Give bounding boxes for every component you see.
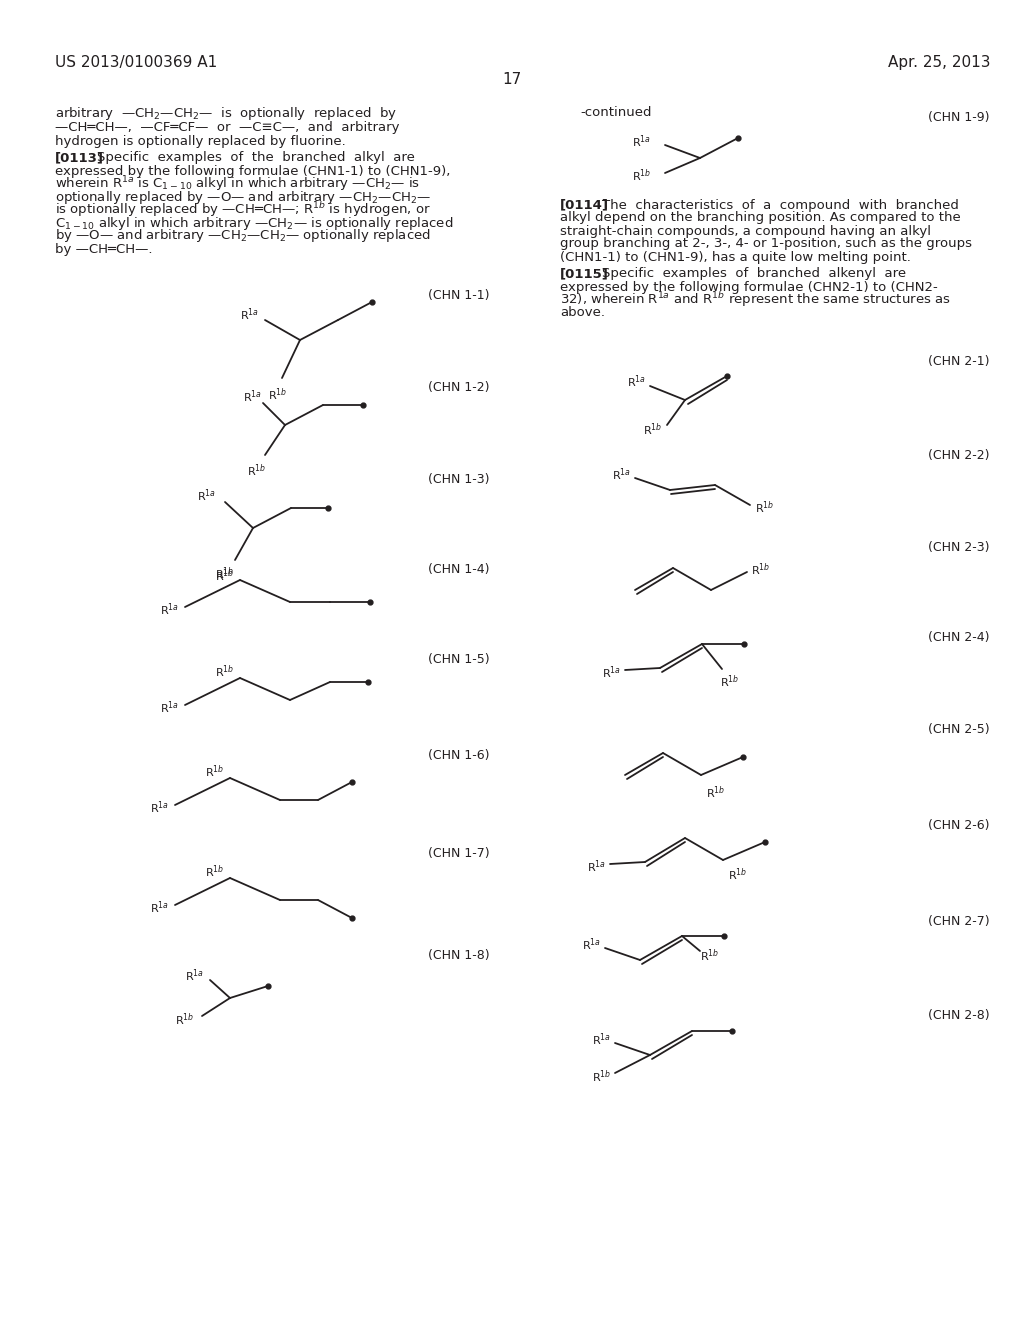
Text: R$^{1b}$: R$^{1b}$ bbox=[268, 387, 288, 404]
Text: (CHN 2-5): (CHN 2-5) bbox=[929, 723, 990, 737]
Text: (CHN 1-6): (CHN 1-6) bbox=[428, 748, 490, 762]
Text: US 2013/0100369 A1: US 2013/0100369 A1 bbox=[55, 54, 217, 70]
Text: R$^{1a}$: R$^{1a}$ bbox=[243, 388, 262, 405]
Text: -continued: -continued bbox=[580, 107, 651, 120]
Text: R$^{1b}$: R$^{1b}$ bbox=[720, 673, 739, 690]
Text: R$^{1b}$: R$^{1b}$ bbox=[728, 867, 748, 883]
Text: 17: 17 bbox=[503, 73, 521, 87]
Text: R$^{1b}$: R$^{1b}$ bbox=[215, 568, 234, 585]
Text: (CHN 1-3): (CHN 1-3) bbox=[428, 474, 490, 487]
Text: R$^{1a}$: R$^{1a}$ bbox=[197, 487, 216, 504]
Text: R$^{1a}$: R$^{1a}$ bbox=[240, 306, 259, 323]
Text: Specific  examples  of  branched  alkenyl  are: Specific examples of branched alkenyl ar… bbox=[602, 268, 906, 281]
Text: The  characteristics  of  a  compound  with  branched: The characteristics of a compound with b… bbox=[602, 198, 958, 211]
Text: R$^{1a}$: R$^{1a}$ bbox=[602, 665, 621, 681]
Text: R$^{1b}$: R$^{1b}$ bbox=[643, 421, 663, 438]
Text: (CHN 2-7): (CHN 2-7) bbox=[929, 916, 990, 928]
Text: (CHN 2-4): (CHN 2-4) bbox=[929, 631, 990, 644]
Text: R$^{1b}$: R$^{1b}$ bbox=[215, 566, 234, 582]
Text: R$^{1b}$: R$^{1b}$ bbox=[247, 463, 266, 479]
Text: (CHN 2-2): (CHN 2-2) bbox=[929, 449, 990, 462]
Text: R$^{1b}$: R$^{1b}$ bbox=[700, 948, 719, 965]
Text: Specific  examples  of  the  branched  alkyl  are: Specific examples of the branched alkyl … bbox=[97, 152, 415, 165]
Text: alkyl depend on the branching position. As compared to the: alkyl depend on the branching position. … bbox=[560, 211, 961, 224]
Text: (CHN 1-5): (CHN 1-5) bbox=[428, 653, 490, 667]
Text: R$^{1a}$: R$^{1a}$ bbox=[160, 700, 179, 717]
Text: straight-chain compounds, a compound having an alkyl: straight-chain compounds, a compound hav… bbox=[560, 224, 931, 238]
Text: expressed by the following formulae (CHN1-1) to (CHN1-9),: expressed by the following formulae (CHN… bbox=[55, 165, 451, 177]
Text: R$^{1b}$: R$^{1b}$ bbox=[215, 664, 234, 680]
Text: [0114]: [0114] bbox=[560, 198, 609, 211]
Text: (CHN 2-6): (CHN 2-6) bbox=[929, 818, 990, 832]
Text: [0113]: [0113] bbox=[55, 152, 104, 165]
Text: R$^{1b}$: R$^{1b}$ bbox=[706, 784, 725, 801]
Text: optionally replaced by —O— and arbitrary —CH$_2$—CH$_2$—: optionally replaced by —O— and arbitrary… bbox=[55, 189, 431, 206]
Text: (CHN 2-1): (CHN 2-1) bbox=[929, 355, 990, 368]
Text: 32), wherein R$^{1a}$ and R$^{1b}$ represent the same structures as: 32), wherein R$^{1a}$ and R$^{1b}$ repre… bbox=[560, 290, 950, 309]
Text: (CHN 1-4): (CHN 1-4) bbox=[428, 564, 490, 577]
Text: wherein R$^{1a}$ is C$_{1-10}$ alkyl in which arbitrary —CH$_2$— is: wherein R$^{1a}$ is C$_{1-10}$ alkyl in … bbox=[55, 174, 420, 194]
Text: above.: above. bbox=[560, 306, 605, 319]
Text: R$^{1b}$: R$^{1b}$ bbox=[592, 1069, 611, 1085]
Text: R$^{1a}$: R$^{1a}$ bbox=[582, 937, 601, 953]
Text: by —CH═CH—.: by —CH═CH—. bbox=[55, 243, 153, 256]
Text: hydrogen is optionally replaced by fluorine.: hydrogen is optionally replaced by fluor… bbox=[55, 135, 346, 148]
Text: R$^{1b}$: R$^{1b}$ bbox=[751, 562, 770, 578]
Text: —CH═CH—,  —CF═CF—  or  —C≡C—,  and  arbitrary: —CH═CH—, —CF═CF— or —C≡C—, and arbitrary bbox=[55, 120, 399, 133]
Text: R$^{1a}$: R$^{1a}$ bbox=[150, 800, 169, 816]
Text: R$^{1b}$: R$^{1b}$ bbox=[205, 863, 224, 880]
Text: (CHN 1-2): (CHN 1-2) bbox=[428, 381, 490, 395]
Text: R$^{1a}$: R$^{1a}$ bbox=[632, 133, 651, 150]
Text: (CHN 2-3): (CHN 2-3) bbox=[929, 541, 990, 554]
Text: Apr. 25, 2013: Apr. 25, 2013 bbox=[888, 54, 990, 70]
Text: arbitrary  —CH$_2$—CH$_2$—  is  optionally  replaced  by: arbitrary —CH$_2$—CH$_2$— is optionally … bbox=[55, 104, 397, 121]
Text: R$^{1a}$: R$^{1a}$ bbox=[160, 602, 179, 618]
Text: [0115]: [0115] bbox=[560, 268, 609, 281]
Text: (CHN 1-8): (CHN 1-8) bbox=[428, 949, 490, 961]
Text: by —O— and arbitrary —CH$_2$—CH$_2$— optionally replaced: by —O— and arbitrary —CH$_2$—CH$_2$— opt… bbox=[55, 227, 431, 244]
Text: R$^{1a}$: R$^{1a}$ bbox=[185, 968, 204, 985]
Text: is optionally replaced by —CH═CH—; R$^{1b}$ is hydrogen, or: is optionally replaced by —CH═CH—; R$^{1… bbox=[55, 201, 431, 219]
Text: (CHN 1-7): (CHN 1-7) bbox=[428, 846, 490, 859]
Text: R$^{1a}$: R$^{1a}$ bbox=[592, 1032, 611, 1048]
Text: R$^{1a}$: R$^{1a}$ bbox=[587, 859, 606, 875]
Text: R$^{1b}$: R$^{1b}$ bbox=[175, 1011, 195, 1028]
Text: R$^{1a}$: R$^{1a}$ bbox=[627, 374, 646, 391]
Text: (CHN 1-1): (CHN 1-1) bbox=[428, 289, 490, 301]
Text: group branching at 2-, 3-, 4- or 1-position, such as the groups: group branching at 2-, 3-, 4- or 1-posit… bbox=[560, 238, 972, 251]
Text: expressed by the following formulae (CHN2-1) to (CHN2-: expressed by the following formulae (CHN… bbox=[560, 281, 938, 293]
Text: R$^{1b}$: R$^{1b}$ bbox=[205, 764, 224, 780]
Text: (CHN1-1) to (CHN1-9), has a quite low melting point.: (CHN1-1) to (CHN1-9), has a quite low me… bbox=[560, 251, 911, 264]
Text: R$^{1a}$: R$^{1a}$ bbox=[150, 900, 169, 916]
Text: C$_{1-10}$ alkyl in which arbitrary —CH$_2$— is optionally replaced: C$_{1-10}$ alkyl in which arbitrary —CH$… bbox=[55, 214, 454, 231]
Text: (CHN 1-9): (CHN 1-9) bbox=[929, 111, 990, 124]
Text: R$^{1b}$: R$^{1b}$ bbox=[755, 500, 774, 516]
Text: R$^{1a}$: R$^{1a}$ bbox=[612, 467, 631, 483]
Text: (CHN 2-8): (CHN 2-8) bbox=[929, 1008, 990, 1022]
Text: R$^{1b}$: R$^{1b}$ bbox=[632, 168, 651, 185]
